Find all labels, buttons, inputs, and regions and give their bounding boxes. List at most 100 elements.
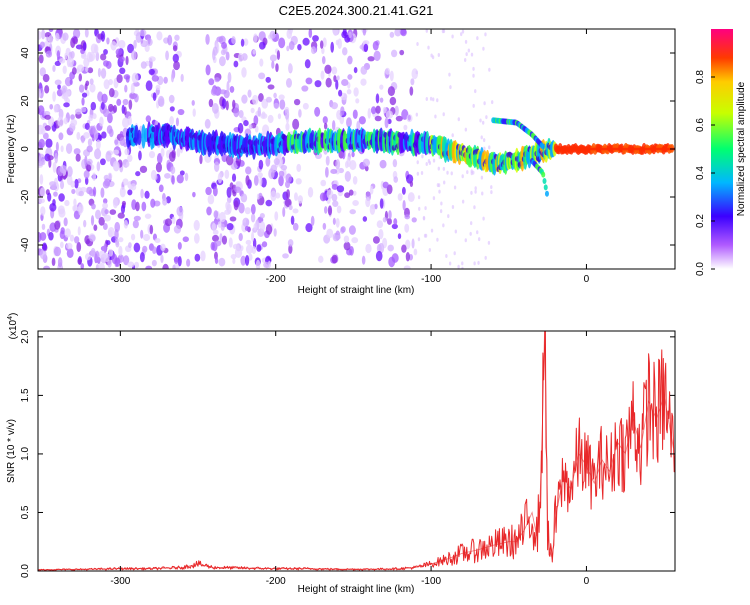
spectrogram-cell xyxy=(361,255,366,265)
spectrogram-cell xyxy=(436,237,439,242)
spectrogram-branch-cell xyxy=(540,143,545,150)
spectrogram-cell xyxy=(224,169,230,179)
spectrogram-cell xyxy=(94,148,102,160)
spectrogram-cell xyxy=(168,94,175,104)
spectrogram-cell xyxy=(58,193,65,202)
spectrogram-cell xyxy=(127,189,133,196)
colorbar-tick-label: 0.0 xyxy=(695,262,706,276)
spectrogram-cell xyxy=(336,205,342,214)
spectrogram-cell xyxy=(312,35,319,42)
spectrogram-cell xyxy=(200,250,206,262)
spectrogram-cell xyxy=(102,222,108,231)
spectrogram-cell xyxy=(352,190,357,196)
spectrogram-cell xyxy=(440,201,443,206)
spectrogram-cell xyxy=(490,190,493,195)
spectrogram-cell xyxy=(38,105,45,116)
spectrogram-cell xyxy=(389,70,394,82)
snr-y-label: SNR (10 * v/v) xyxy=(6,419,17,483)
spectrogram-cell xyxy=(375,250,383,262)
spectrogram-cell xyxy=(372,41,379,51)
spectrogram-cell xyxy=(75,108,82,115)
spectrogram-cell xyxy=(340,106,345,116)
snr-y-ticks: 0.0 0.5 1.0 1.5 2.0 xyxy=(20,329,675,578)
spectrogram-cell xyxy=(231,36,236,45)
spectrogram-cell xyxy=(122,255,130,266)
spectrogram-cell xyxy=(145,80,153,92)
spectrogram-cell xyxy=(290,215,295,225)
spectrogram-cell xyxy=(112,149,120,155)
spectrogram-cell xyxy=(123,74,131,80)
spectrogram-cell xyxy=(115,238,119,246)
spectrogram-cell xyxy=(86,158,93,166)
spectrogram-cell xyxy=(445,254,448,259)
spectrogram-cell xyxy=(463,57,467,62)
spectrogram-cell xyxy=(225,100,229,111)
spectrogram-cell xyxy=(69,79,73,85)
spectrogram-cell xyxy=(105,151,112,162)
spectrogram-cell xyxy=(476,230,479,235)
spectrogram-cell xyxy=(119,136,126,146)
spectrogram-cell xyxy=(255,259,261,269)
spectrogram-cell xyxy=(225,201,230,211)
spectrogram-cell xyxy=(106,37,110,45)
spectrogram-cell xyxy=(89,83,96,93)
spectrogram-cell xyxy=(233,200,239,211)
spectrogram-cell xyxy=(293,98,301,106)
spectrogram-cell xyxy=(139,165,148,174)
spectrogram-cell xyxy=(387,86,396,97)
spectrogram-cell xyxy=(269,30,276,39)
spectrogram-cell xyxy=(117,212,125,219)
spectrogram-cell xyxy=(164,218,173,227)
spectrogram-cell xyxy=(206,206,212,216)
spectrogram-cell xyxy=(259,221,266,232)
spectrogram-cell xyxy=(72,36,79,45)
y-tick-label: -40 xyxy=(20,237,31,252)
spectrogram-cell xyxy=(397,233,402,240)
spectrogram-cell xyxy=(278,157,284,167)
spectrogram-cell xyxy=(451,34,454,39)
spectrogram-cell xyxy=(265,199,273,207)
spectrogram-cell xyxy=(214,257,219,264)
spectrogram-cell xyxy=(41,223,46,230)
spectrogram-cell xyxy=(177,108,185,116)
spectrogram-cell xyxy=(115,48,123,56)
spectrogram-cell xyxy=(52,91,56,102)
spectrogram-cell xyxy=(88,114,94,122)
spectrogram-cell xyxy=(464,39,468,44)
spectrogram-cell xyxy=(416,42,419,47)
spectrogram-cell xyxy=(152,246,157,254)
spectrogram-cell xyxy=(171,216,176,225)
spectrogram-cell xyxy=(320,70,325,80)
spectrogram-cell xyxy=(65,143,73,155)
spectrogram-cell xyxy=(92,186,97,197)
spectrogram-cell xyxy=(265,96,272,103)
spectrogram-cell xyxy=(442,112,445,117)
spectrogram-cell xyxy=(258,72,266,80)
spectrogram-cell xyxy=(342,47,348,56)
spectrogram-cell xyxy=(227,72,232,83)
spectrogram-cell xyxy=(467,48,471,53)
spectrogram-cell xyxy=(360,65,368,75)
spectrogram-cell xyxy=(150,169,157,181)
spectrogram-cell xyxy=(410,78,415,86)
spectrogram-cell xyxy=(314,80,322,88)
spectrogram-cell xyxy=(170,72,175,83)
spectrogram-cell xyxy=(48,35,54,44)
x-tick-label: -200 xyxy=(266,576,286,587)
spectrogram-cell xyxy=(139,252,145,263)
y-tick-label: 2.0 xyxy=(20,329,31,343)
spectrogram-cell xyxy=(219,56,226,67)
spectrogram-cell xyxy=(353,66,358,74)
spectrogram-cell xyxy=(248,253,253,261)
spectrogram-cell xyxy=(90,247,96,258)
colorbar-gradient xyxy=(711,29,733,269)
spectrogram-cell xyxy=(64,199,70,207)
spectrogram-cell xyxy=(66,248,74,259)
spectrogram-cell xyxy=(71,188,76,195)
spectrogram-cell xyxy=(145,265,153,269)
spectrogram-cell xyxy=(245,239,252,245)
spectrogram-cell xyxy=(276,50,281,61)
spectrogram-cell xyxy=(401,186,406,195)
spectrogram-cell xyxy=(59,241,64,249)
spectrogram-cell xyxy=(98,216,105,226)
